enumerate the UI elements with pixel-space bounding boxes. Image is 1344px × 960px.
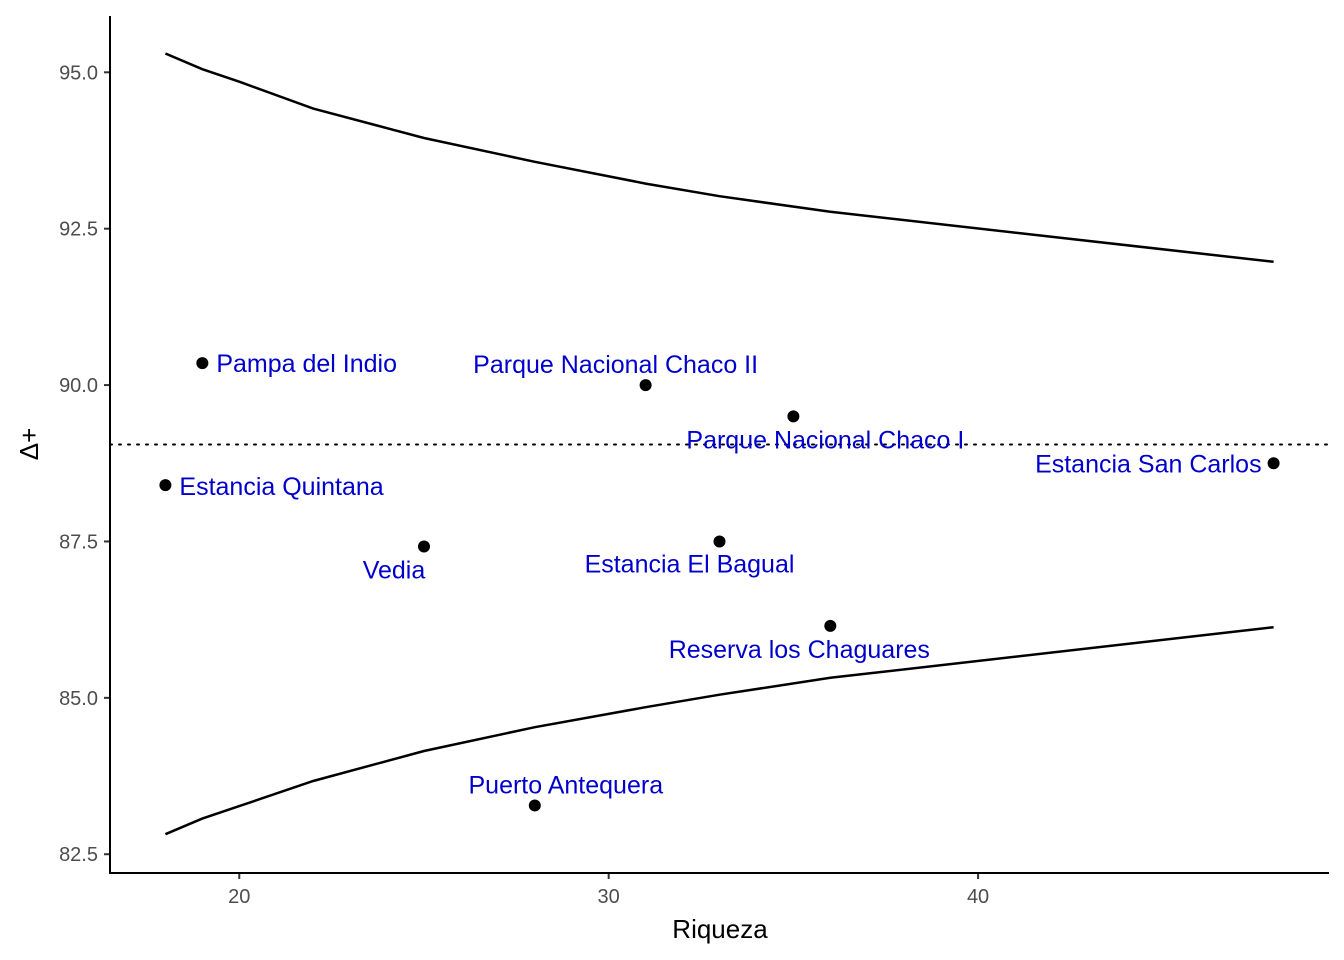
data-point xyxy=(196,357,209,370)
y-tick-label: 82.5 xyxy=(59,844,98,866)
point-label: Vedia xyxy=(363,556,426,584)
data-point xyxy=(528,799,541,812)
x-tick-label: 20 xyxy=(228,886,250,908)
data-points xyxy=(159,357,1280,812)
point-labels: Pampa del Indio Parque Nacional Chaco II P… xyxy=(179,350,1261,799)
y-tick-label: 85.0 xyxy=(59,688,98,710)
data-point xyxy=(159,479,172,492)
point-label: Pampa del Indio xyxy=(216,350,397,378)
point-label: Reserva los Chaguares xyxy=(669,636,930,664)
y-tick-label: 90.0 xyxy=(59,375,98,397)
y-tick-label: 92.5 xyxy=(59,219,98,241)
data-point xyxy=(824,619,837,632)
data-point xyxy=(1267,457,1280,470)
y-axis-ticks: 82.5 85.0 87.5 90.0 92.5 95.0 xyxy=(59,62,110,866)
lower-limit-line xyxy=(164,625,1274,836)
point-label: Estancia Quintana xyxy=(179,473,383,501)
point-label: Estancia El Bagual xyxy=(585,550,795,578)
point-label: Parque Nacional Chaco I xyxy=(686,426,964,454)
point-label: Parque Nacional Chaco II xyxy=(473,351,758,379)
point-label: Estancia San Carlos xyxy=(1035,450,1262,478)
upper-limit-line xyxy=(164,52,1274,264)
data-point xyxy=(417,540,430,553)
x-tick-label: 30 xyxy=(598,886,620,908)
y-tick-label: 87.5 xyxy=(59,531,98,553)
data-point xyxy=(713,535,726,548)
data-point xyxy=(787,410,800,423)
x-axis-ticks: 20 30 40 xyxy=(228,873,989,908)
y-axis-title: Δ+ xyxy=(14,428,44,461)
point-label: Puerto Antequera xyxy=(469,771,664,799)
x-axis-title: Riqueza xyxy=(672,914,768,944)
y-tick-label: 95.0 xyxy=(59,62,98,84)
x-tick-label: 40 xyxy=(967,886,989,908)
data-point xyxy=(639,379,652,392)
confidence-limits xyxy=(109,52,1330,836)
